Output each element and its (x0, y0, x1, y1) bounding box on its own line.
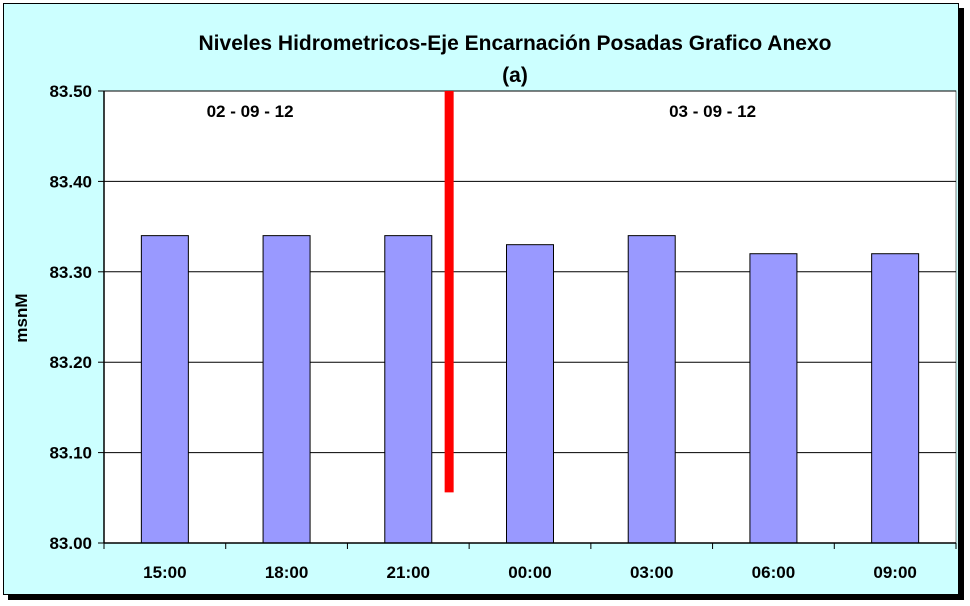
y-tick-label: 83.00 (49, 534, 92, 553)
bar (262, 235, 311, 544)
chart-title: Niveles Hidrometricos-Eje Encarnación Po… (0, 28, 970, 92)
bar (140, 235, 189, 544)
x-tick-label: 18:00 (265, 563, 308, 582)
bar (871, 253, 920, 544)
date-label-right: 03 - 09 - 12 (669, 102, 756, 121)
x-tick-label: 15:00 (143, 563, 186, 582)
x-tick-label: 00:00 (508, 563, 551, 582)
x-tick-label: 03:00 (630, 563, 673, 582)
chart-subtitle: (a) (502, 64, 528, 87)
x-tick-label: 21:00 (387, 563, 430, 582)
y-tick-label: 83.40 (49, 172, 92, 191)
chart-title-text: Niveles Hidrometricos-Eje Encarnación Po… (198, 32, 832, 55)
x-tick-label: 09:00 (873, 563, 916, 582)
bar (506, 244, 554, 544)
bar (749, 253, 798, 544)
y-tick-label: 83.10 (49, 444, 92, 463)
y-tick-label: 83.50 (49, 82, 92, 101)
x-tick-label: 06:00 (752, 563, 795, 582)
bar (627, 235, 676, 544)
date-label-left: 02 - 09 - 12 (207, 102, 294, 121)
y-tick-label: 83.30 (49, 263, 92, 282)
y-tick-label: 83.20 (49, 353, 92, 372)
bar (384, 235, 433, 544)
